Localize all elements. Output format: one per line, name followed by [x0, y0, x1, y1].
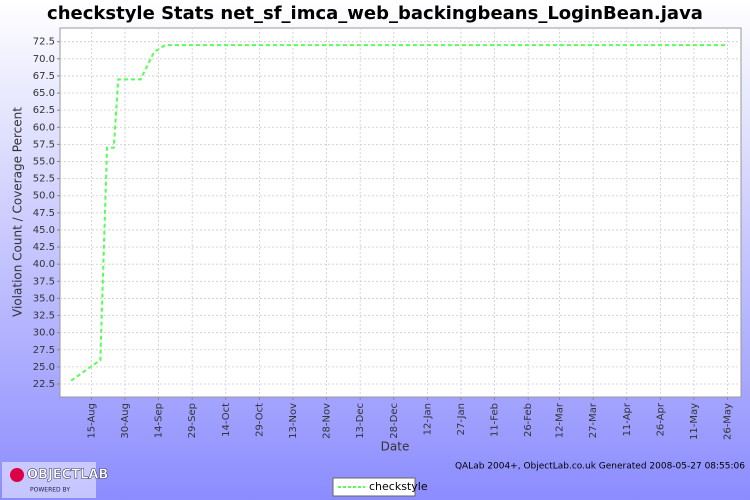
x-tick-label: 14-Oct	[221, 403, 232, 437]
y-tick-label: 60.0	[33, 122, 55, 133]
logo-icon	[10, 468, 24, 482]
y-tick-label: 25.0	[33, 362, 55, 373]
y-tick-label: 42.5	[33, 242, 55, 253]
x-tick-label: 11-May	[689, 403, 700, 440]
y-tick-label: 40.0	[33, 259, 55, 270]
x-tick-label: 15-Aug	[86, 403, 97, 439]
x-tick-label: 26-Apr	[655, 402, 666, 436]
x-tick-label: 13-Dec	[355, 403, 366, 439]
y-tick-label: 30.0	[33, 328, 55, 339]
y-tick-label: 32.5	[33, 311, 55, 322]
y-tick-label: 70.0	[33, 54, 55, 65]
y-tick-label: 45.0	[33, 225, 55, 236]
data-line	[70, 44, 728, 382]
y-tick-label: 57.5	[33, 139, 55, 150]
x-tick-label: 12-Jan	[422, 403, 433, 435]
legend-label: checkstyle	[369, 480, 428, 493]
x-tick-label: 12-Mar	[555, 402, 566, 438]
x-tick-label: 13-Nov	[288, 403, 299, 439]
y-axis-label: Violation Count / Coverage Percent	[11, 107, 25, 317]
y-tick-label: 35.0	[33, 293, 55, 304]
legend-box	[332, 477, 416, 497]
y-tick-label: 27.5	[33, 345, 55, 356]
logo-tagline: POWERED BY	[30, 487, 70, 494]
x-tick-label: 29-Sep	[187, 403, 198, 438]
y-tick-label: 47.5	[33, 208, 55, 219]
y-tick-label: 67.5	[33, 71, 55, 82]
x-tick-label: 14-Sep	[154, 403, 165, 438]
y-tick-label: 22.5	[33, 379, 55, 390]
logo-name: OBJECTLAB	[27, 468, 108, 483]
legend: checkstyle	[332, 477, 428, 497]
y-tick-label: 72.5	[33, 37, 55, 48]
x-tick-label: 27-Jan	[456, 403, 467, 435]
y-tick-label: 65.0	[33, 88, 55, 99]
logo: OBJECTLAB POWERED BY	[2, 462, 109, 498]
x-tick-label: 26-May	[723, 403, 734, 440]
y-tick-label: 50.0	[33, 191, 55, 202]
footer: QALab 2004+, ObjectLab.co.uk Generated 2…	[455, 462, 745, 472]
x-tick-label: 29-Oct	[254, 403, 265, 437]
x-tick-label: 30-Aug	[120, 403, 131, 439]
x-tick-label: 26-Feb	[523, 403, 534, 437]
x-tick-label: 11-Apr	[622, 402, 633, 436]
x-tick-label: 11-Feb	[490, 403, 501, 437]
y-tick-label: 55.0	[33, 156, 55, 167]
chart-title: checkstyle Stats net_sf_imca_web_backing…	[47, 3, 703, 24]
x-tick-label: 28-Nov	[322, 403, 333, 439]
y-tick-label: 37.5	[33, 276, 55, 287]
y-tick-label: 62.5	[33, 105, 55, 116]
y-tick-label: 52.5	[33, 174, 55, 185]
x-tick-label: 27-Mar	[588, 402, 599, 438]
x-tick-label: 28-Dec	[389, 403, 400, 439]
x-axis-label: Date	[381, 440, 410, 454]
